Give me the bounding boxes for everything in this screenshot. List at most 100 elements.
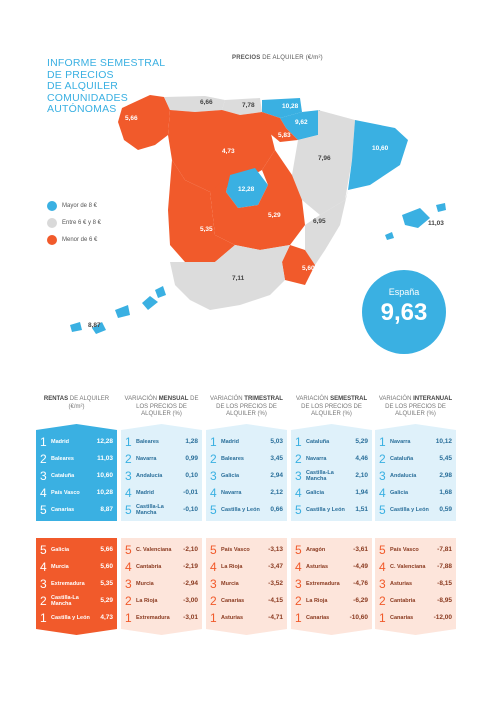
ranking-row: 4 Galicia 1,68 (375, 484, 456, 501)
region-name: Galicia (221, 472, 240, 479)
ranking-row: 5 Castilla y León 0,59 (375, 501, 456, 518)
map-value-andalucia: 7,11 (232, 275, 245, 282)
ranking-row: 1 Baleares 1,28 (121, 433, 202, 450)
region-aragon (292, 110, 355, 215)
region-name: Castilla y León (221, 506, 260, 513)
region-name: La Rioja (221, 563, 243, 570)
region-value: 1,51 (355, 506, 368, 513)
map-value-cataluna: 10,60 (372, 145, 389, 152)
rank-number: 3 (379, 468, 386, 483)
ranking-row: 3 Andalucía 2,98 (375, 467, 456, 484)
region-value: 5,35 (100, 580, 113, 587)
ranking-row: 1 Madrid 5,03 (206, 433, 287, 450)
column-header-pre: VARIACIÓN (378, 396, 414, 402)
map-value-pais-vasco: 10,28 (282, 103, 299, 110)
ranking-row: 3 Asturias -8,15 (375, 575, 456, 592)
column-header: RENTAS DE ALQUILER (€/m²) (36, 396, 117, 430)
map-value-murcia: 5,60 (302, 265, 315, 272)
region-value: -8,15 (437, 580, 452, 587)
title-line: COMUNIDADES (47, 91, 128, 104)
region-name: Navarra (221, 489, 242, 496)
rank-number: 4 (295, 485, 302, 500)
ranking-row: 5 Castilla y León 1,51 (291, 501, 372, 518)
ranking-row: 5 Canarias 8,87 (36, 501, 117, 518)
legend-item-high: Mayor de 8 € (47, 201, 187, 211)
map-caption-rest: DE ALQUILER (€/m²) (260, 55, 323, 61)
column-header: VARIACIÓN TRIMESTRAL DE LOS PRECIOS DE A… (206, 396, 287, 430)
region-baleares (385, 203, 446, 240)
rank-number: 5 (40, 542, 47, 557)
bottom-ranking-wrap: 5 País Vasco -3,13 4 La Rioja -3,47 3 Murcia -3,… (206, 538, 287, 635)
column-header-post: DE LOS PRECIOS DE ALQUILER (%) (216, 403, 277, 418)
ranking-row: 3 Murcia -3,52 (206, 575, 287, 592)
rank-number: 1 (40, 610, 47, 625)
rank-number: 4 (210, 485, 217, 500)
rank-number: 1 (295, 610, 302, 625)
spain-value: 9,63 (380, 299, 428, 326)
region-value: 5,29 (100, 597, 113, 604)
region-name: Castilla y León (306, 506, 345, 513)
region-name: Madrid (136, 489, 155, 496)
region-value: -7,88 (437, 563, 452, 570)
region-value: 2,94 (270, 472, 283, 479)
column-header-post: DE LOS PRECIOS DE ALQUILER (%) (385, 403, 446, 418)
region-cataluna (348, 120, 408, 190)
region-value: 5,29 (355, 438, 368, 445)
rank-number: 5 (40, 502, 47, 517)
map-caption: PRECIOS DE ALQUILER (€/m²) (232, 55, 323, 61)
region-value: 11,03 (97, 455, 113, 462)
region-name: Castilla-La Mancha (136, 503, 164, 516)
column-header: VARIACIÓN MENSUAL DE LOS PRECIOS DE ALQU… (121, 396, 202, 430)
rank-number: 5 (210, 542, 217, 557)
column-header-pre: VARIACIÓN (210, 396, 245, 402)
region-value: -3,00 (183, 597, 198, 604)
region-value: 2,10 (355, 472, 368, 479)
region-navarra (280, 110, 320, 140)
region-value: -3,13 (268, 546, 283, 553)
region-name: Aragón (306, 546, 326, 553)
arrow-up-icon (206, 424, 287, 430)
region-value: -4,71 (268, 614, 283, 621)
legend-label: Entre 6 € y 8 € (62, 220, 102, 226)
region-value: 1,28 (185, 438, 198, 445)
ranking-row: 4 Madrid -0,01 (121, 484, 202, 501)
region-value: 0,99 (185, 455, 198, 462)
region-value: 0,66 (270, 506, 283, 513)
column-header-bold: TRIMESTRAL (244, 396, 283, 402)
region-name: Baleares (51, 455, 74, 462)
ranking-row: 4 Navarra 2,12 (206, 484, 287, 501)
ranking-row: 1 Navarra 10,12 (375, 433, 456, 450)
ranking-row: 2 Castilla-La Mancha 5,29 (36, 592, 117, 609)
ranking-row: 2 Cataluña 5,45 (375, 450, 456, 467)
top-ranking-wrap: 1 Baleares 1,28 2 Navarra 0,99 3 Andalucía 0,10 4… (121, 424, 202, 521)
top-ranking-box: 1 Baleares 1,28 2 Navarra 0,99 3 Andalucía 0,10 4… (121, 424, 202, 521)
rank-number: 3 (295, 576, 302, 591)
top-ranking-box: 1 Navarra 10,12 2 Cataluña 5,45 3 Andalucía 2,98… (375, 424, 456, 521)
legend-dot (47, 218, 57, 228)
region-name: País Vasco (390, 546, 419, 553)
map-caption-bold: PRECIOS (232, 55, 261, 61)
top-ranking-wrap: 1 Navarra 10,12 2 Cataluña 5,45 3 Andalucía 2,98… (375, 424, 456, 521)
region-value: -4,15 (268, 597, 283, 604)
region-value: 12,28 (96, 438, 113, 445)
region-value: -10,60 (349, 614, 368, 621)
spain-map (70, 95, 446, 334)
region-value: 10,60 (96, 472, 113, 479)
arrow-up-icon (291, 424, 372, 430)
region-la-rioja (262, 112, 298, 142)
region-name: Asturias (306, 563, 329, 570)
rank-number: 2 (125, 451, 132, 466)
region-name: Madrid (221, 438, 240, 445)
bottom-ranking-box: 5 País Vasco -7,81 4 C. Valenciana -7,88 3 Astu… (375, 538, 456, 635)
rank-number: 4 (295, 559, 302, 574)
region-name: Cataluña (306, 438, 330, 445)
ranking-row: 1 Canarias -10,60 (291, 609, 372, 626)
rank-number: 2 (40, 451, 47, 466)
ranking-row: 4 Galicia 1,94 (291, 484, 372, 501)
map-value-castilla-leon: 4,73 (222, 148, 235, 155)
region-value: 4,46 (355, 455, 368, 462)
column-header-post: DE LOS PRECIOS DE ALQUILER (%) (301, 403, 362, 418)
region-value: -6,29 (353, 597, 368, 604)
ranking-row: 5 Castilla y León 0,66 (206, 501, 287, 518)
ranking-row: 1 Extremadura -3,01 (121, 609, 202, 626)
